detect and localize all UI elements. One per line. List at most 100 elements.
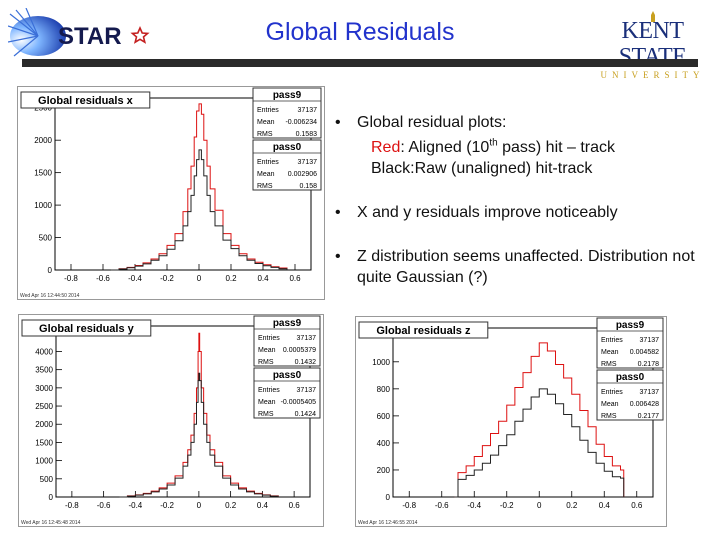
panel-residuals-x: -0.8 -0.6 -0.4 -0.2 0 0.2 0.4 0.6 0 500 1000 1500 20… (17, 86, 325, 300)
slide-title: Global Residuals (265, 18, 455, 46)
y-tick-label: 1500 (34, 169, 52, 178)
x-tick-label: 0.4 (257, 501, 269, 510)
x-tick-label: -0.2 (160, 501, 174, 510)
series-pass0 (111, 149, 288, 271)
x-tick-label: 0.4 (257, 274, 269, 283)
chart-title-frame (358, 321, 489, 339)
y-tick-label: 0 (49, 493, 54, 502)
x-tick-label: 0.2 (566, 501, 578, 510)
chart-timestamp: Wed Apr 16 12:46:55 2014 (358, 520, 418, 526)
chart-title: Global residuals x (38, 95, 134, 107)
stats-value: 0.1583 (296, 131, 318, 138)
bullet-2-text: X and y residuals improve noticeably (357, 204, 618, 222)
x-tick-label: -0.4 (128, 274, 142, 283)
y-tick-label: 2500 (35, 402, 53, 411)
x-tick-label: -0.6 (97, 501, 111, 510)
x-tick-label: -0.4 (128, 501, 142, 510)
y-tick-label: 4000 (35, 347, 53, 356)
x-tick-label: 0.4 (599, 501, 611, 510)
star-outline-icon (130, 26, 150, 44)
histogram-residuals-z: -0.8 -0.6 -0.4 -0.2 0 0.2 0.4 0.6 0 200 400 600 800 1… (355, 316, 667, 527)
header-divider (22, 59, 698, 67)
stats-label: Mean (601, 349, 619, 356)
stats-name: pass0 (273, 142, 302, 153)
chart-title: Global residuals y (39, 323, 135, 335)
x-tick-label: 0.2 (225, 274, 237, 283)
y-tick-label: 800 (377, 385, 391, 394)
panel-residuals-y: -0.8 -0.6 -0.4 -0.2 0 0.2 0.4 0.6 0 500 1000 1500 20… (18, 314, 324, 527)
stats-value: -0.0005405 (281, 399, 317, 406)
stats-box-pass0: pass0 Entries 37137 Mean -0.0005405 RMS 0.1424 (253, 367, 321, 419)
y-tick-label: 1000 (35, 457, 53, 466)
x-tick-label: 0 (197, 274, 202, 283)
chart-title-box: Global residuals z (358, 321, 489, 339)
histogram-residuals-x: -0.8 -0.6 -0.4 -0.2 0 0.2 0.4 0.6 0 500 1000 1500 20… (17, 86, 325, 300)
chart-timestamp: Wed Apr 16 12:44:50 2014 (20, 293, 80, 299)
stats-label: RMS (258, 359, 274, 366)
stats-label: Mean (257, 171, 275, 178)
stats-label: Entries (257, 107, 279, 114)
histogram-residuals-y: -0.8 -0.6 -0.4 -0.2 0 0.2 0.4 0.6 0 500 1000 1500 20… (18, 314, 324, 527)
stats-value: 37137 (297, 335, 317, 342)
red-label: Red (371, 139, 401, 157)
star-burst-icon: STAR (7, 7, 150, 57)
x-tick-label: -0.6 (96, 274, 110, 283)
stats-label: RMS (258, 411, 274, 418)
stats-label: RMS (601, 413, 617, 420)
stats-name: pass0 (273, 370, 302, 381)
stats-label: Entries (258, 387, 280, 394)
kent-state-logo: KENT STATE UNIVERSITY (590, 10, 715, 80)
stats-frame (253, 367, 321, 419)
stats-label: Entries (258, 335, 280, 342)
y-tick-label: 200 (377, 466, 391, 475)
star-logo-text: STAR (58, 23, 122, 50)
stats-label: RMS (257, 183, 273, 190)
x-tick-label: 0.2 (225, 501, 237, 510)
stats-frame (252, 139, 322, 191)
bullet-1-sup: th (489, 138, 498, 149)
stats-frame (596, 369, 664, 421)
stats-value: 37137 (298, 107, 318, 114)
stats-box-pass9: pass9 Entries 37137 Mean 0.004582 RMS 0.2178 (596, 317, 664, 369)
x-tick-label: 0.6 (631, 501, 643, 510)
x-tick-label: -0.2 (160, 274, 174, 283)
stats-value: 0.2178 (638, 361, 660, 368)
y-tick-label: 2000 (34, 136, 52, 145)
bullet-1-aligned-a: : Aligned (10 (400, 139, 490, 157)
x-tick-label: -0.4 (467, 501, 481, 510)
stats-box-pass0: pass0 Entries 37137 Mean 0.002906 RMS 0.158 (252, 139, 322, 191)
star-logo: STAR (7, 7, 158, 58)
stats-box-pass9: pass9 Entries 37137 Mean -0.006234 RMS 0.1583 (252, 87, 322, 139)
stats-value: -0.006234 (285, 119, 317, 126)
stats-name: pass0 (616, 372, 645, 383)
stats-name: pass9 (616, 320, 645, 331)
y-tick-label: 500 (39, 234, 53, 243)
x-tick-label: -0.8 (64, 274, 78, 283)
y-tick-label: 2000 (35, 420, 53, 429)
x-tick-label: 0 (537, 501, 542, 510)
stats-label: Entries (601, 389, 623, 396)
stats-value: 37137 (640, 337, 660, 344)
x-tick-label: 0 (197, 501, 202, 510)
panel-residuals-z: -0.8 -0.6 -0.4 -0.2 0 0.2 0.4 0.6 0 200 400 600 800 1… (355, 316, 667, 527)
bullet-1-title: Global residual plots: (357, 114, 507, 131)
stats-value: 0.004582 (630, 349, 659, 356)
x-tick-label: -0.6 (435, 501, 449, 510)
x-tick-label: -0.2 (500, 501, 514, 510)
stats-box-pass9: pass9 Entries 37137 Mean 0.0005379 RMS 0.1432 (253, 315, 321, 367)
stats-value: 0.1424 (295, 411, 317, 418)
bullet-3-text: Z distribution seems unaffected. Distrib… (357, 248, 695, 287)
stats-label: Entries (601, 337, 623, 344)
logo-university-text: UNIVERSITY (600, 70, 705, 80)
stats-label: Mean (258, 399, 276, 406)
y-tick-label: 1000 (34, 201, 52, 210)
bullet-3: • Z distribution seems unaffected. Distr… (335, 248, 695, 287)
chart-title-box: Global residuals y (21, 319, 152, 337)
y-tick-label: 0 (386, 493, 391, 502)
stats-value: 0.006428 (630, 401, 659, 408)
bullet-1-aligned-b: pass) hit – track (497, 139, 616, 157)
bullet-1: • Global residual plots: Red: Aligned (1… (335, 114, 616, 178)
stats-label: RMS (601, 361, 617, 368)
bullet-2: • X and y residuals improve noticeably (335, 204, 618, 222)
stats-box-pass0: pass0 Entries 37137 Mean 0.006428 RMS 0.2177 (596, 369, 664, 421)
